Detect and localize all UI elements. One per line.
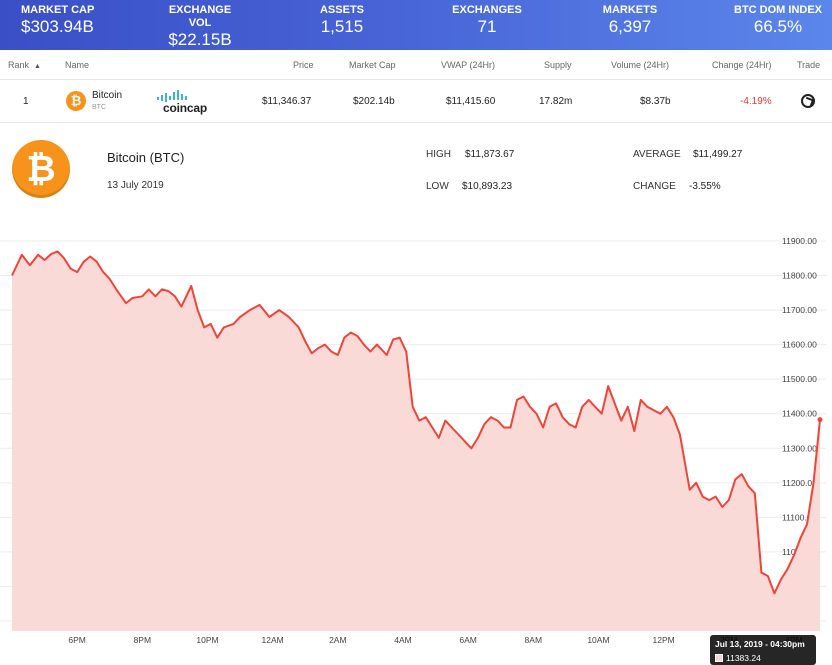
column-header-name[interactable]: Name: [65, 60, 90, 70]
high-value: $11,873.67: [465, 149, 515, 160]
x-tick-label: 10AM: [587, 635, 609, 645]
stat-value: $22.15B: [168, 30, 232, 49]
low-label: LOW: [426, 181, 449, 192]
y-tick-label: 11500.00: [782, 374, 817, 384]
price-line: [11, 250, 821, 595]
y-tick-label: 11800.00: [782, 271, 817, 281]
row-change: -4.19%: [740, 96, 772, 107]
column-header-label: Rank: [8, 60, 30, 70]
change-label: CHANGE: [633, 181, 676, 192]
x-tick-label: 8AM: [525, 635, 542, 645]
stat-label: BTC DOM INDEX: [734, 4, 822, 16]
x-tick-label: 8PM: [134, 635, 151, 645]
trade-swap-icon[interactable]: [801, 94, 815, 108]
column-header-change[interactable]: Change (24Hr): [712, 60, 772, 70]
row-supply: 17.82m: [539, 96, 573, 107]
average-value: $11,499.27: [693, 149, 743, 160]
stat-value: 6,397: [608, 17, 652, 36]
y-tick-label: 11100.00: [782, 512, 816, 522]
x-tick-label: 10PM: [196, 635, 218, 645]
stat-value: 1,515: [320, 17, 364, 36]
y-tick-label: 11300.00: [782, 443, 817, 453]
global-stats-banner: MARKET CAP $303.94B EXCHANGE VOL $22.15B…: [0, 0, 832, 50]
change-value: -3.55%: [689, 181, 721, 192]
coincap-logo-text: coincap: [163, 101, 207, 115]
table-row[interactable]: 1 ₿ Bitcoin BTC coincap $11,346.37 $202.…: [0, 81, 832, 123]
bitcoin-icon: ₿: [66, 91, 86, 111]
row-coin-name[interactable]: Bitcoin: [92, 90, 123, 101]
asset-title: Bitcoin (BTC): [107, 150, 185, 165]
y-tick-label: 11900.00: [782, 236, 817, 246]
column-header-volume[interactable]: Volume (24Hr): [611, 60, 670, 70]
column-header-trade: Trade: [797, 60, 821, 70]
stat-label: EXCHANGES: [452, 4, 522, 16]
tooltip-value: 11383.24: [726, 653, 761, 663]
stat-label: ASSETS: [319, 4, 364, 16]
x-tick-label: 6PM: [68, 635, 85, 645]
y-tick-label: 11200.00: [782, 478, 817, 488]
row-vwap: $11,415.60: [446, 96, 496, 107]
stat-market-cap: MARKET CAP $303.94B: [21, 4, 94, 37]
coincap-bars-icon: [157, 90, 187, 102]
column-header-market-cap[interactable]: Market Cap: [349, 60, 396, 70]
price-chart-svg[interactable]: 11900.00 11800.00 11700.00 11600.00 11500.00…: [0, 225, 832, 652]
row-volume: $8.37b: [640, 96, 671, 107]
stat-markets: MARKETS 6,397: [599, 4, 661, 37]
x-tick-label: 6AM: [459, 635, 476, 645]
low-value: $10,893.23: [462, 181, 513, 192]
column-header-rank[interactable]: Rank ▲: [8, 60, 41, 70]
asset-date: 13 July 2019: [107, 180, 164, 191]
y-tick-label: 11700.00: [782, 305, 817, 315]
stat-exchanges: EXCHANGES 71: [452, 4, 522, 37]
tooltip-title: Jul 13, 2019 - 04:30pm: [715, 639, 805, 649]
stat-value: 66.5%: [753, 17, 803, 36]
stat-exchange-vol: EXCHANGE VOL $22.15B: [158, 4, 242, 50]
stat-label: MARKETS: [602, 4, 658, 16]
price-area: [12, 251, 820, 631]
stat-value: $303.94B: [21, 17, 94, 36]
coincap-logo: coincap: [157, 89, 221, 115]
high-label: HIGH: [426, 149, 451, 160]
stat-btc-dom-index: BTC DOM INDEX 66.5%: [730, 4, 826, 37]
column-header-vwap[interactable]: VWAP (24Hr): [441, 60, 496, 70]
x-tick-label: 2AM: [329, 635, 346, 645]
row-rank: 1: [23, 96, 29, 107]
sort-ascending-icon: ▲: [34, 63, 41, 70]
x-tick-label: 12AM: [262, 635, 284, 645]
column-header-price[interactable]: Price: [293, 60, 314, 70]
asset-table-header: Rank ▲ Name Price Market Cap VWAP (24Hr) …: [0, 50, 832, 80]
hover-point: [817, 417, 823, 423]
column-header-supply[interactable]: Supply: [544, 60, 572, 70]
average-label: AVERAGE: [633, 149, 681, 160]
row-coin-symbol: BTC: [92, 104, 106, 111]
y-tick-label: 11600.00: [782, 340, 817, 350]
x-tick-label: 12PM: [653, 635, 675, 645]
row-price: $11,346.37: [262, 96, 312, 107]
stat-assets: ASSETS 1,515: [312, 4, 372, 37]
y-tick-label: 11400.00: [782, 409, 817, 419]
stat-label: MARKET CAP: [21, 4, 95, 16]
price-chart[interactable]: 11900.00 11800.00 11700.00 11600.00 11500.00…: [0, 225, 832, 665]
stat-label: EXCHANGE VOL: [168, 4, 232, 29]
bitcoin-logo-icon: ₿: [12, 140, 70, 198]
x-tick-label: 4AM: [394, 635, 411, 645]
tooltip-swatch: [715, 654, 723, 662]
chart-tooltip: Jul 13, 2019 - 04:30pm 11383.24: [710, 635, 816, 665]
stat-value: 71: [477, 17, 497, 36]
row-market-cap: $202.14b: [353, 96, 395, 107]
